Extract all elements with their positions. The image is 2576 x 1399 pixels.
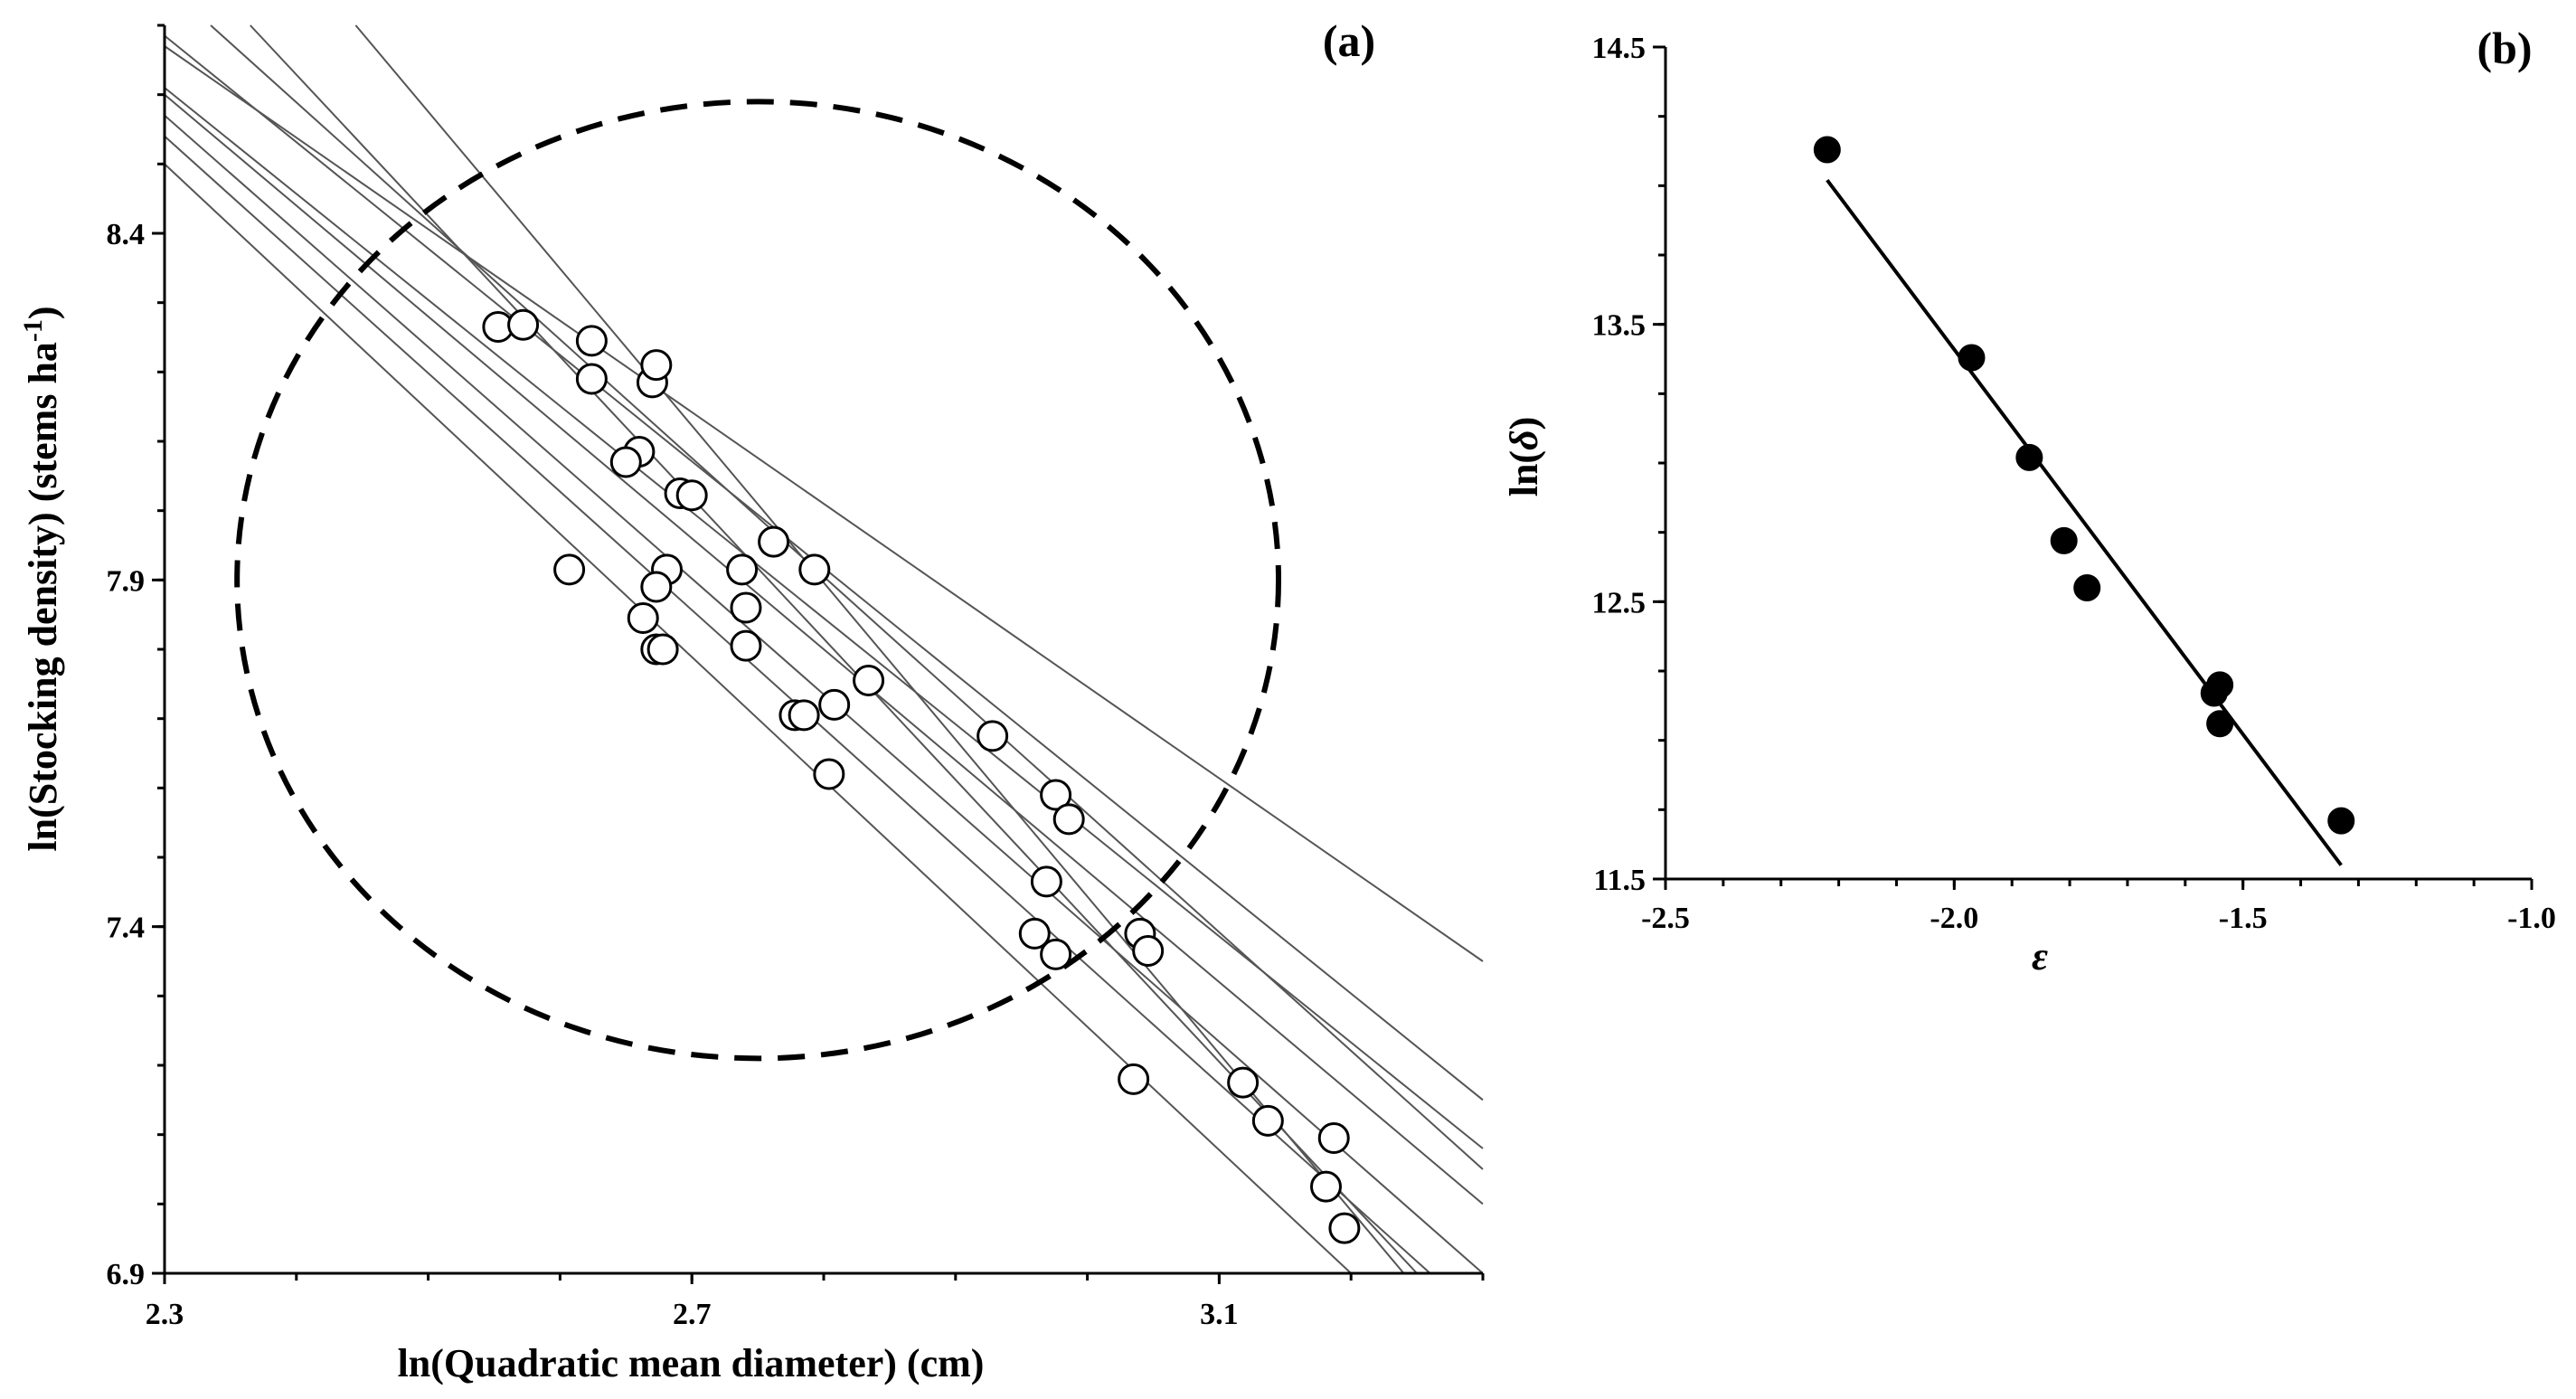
panel-a-fit-line-3 bbox=[164, 87, 1484, 1149]
panel-a-tick-labels: 2.3 2.7 3.1 6.9 7.4 7.9 8.4 bbox=[107, 218, 1239, 1331]
panel-b-x-tick-label-1: -2.5 bbox=[1641, 902, 1690, 935]
panel-b-y-tick-label-1: 11.5 bbox=[1593, 864, 1646, 897]
panel-a-point-16 bbox=[646, 633, 679, 666]
panel-a-point-19 bbox=[730, 629, 762, 662]
panel-a-x-tick-label-3: 3.1 bbox=[1200, 1298, 1239, 1331]
panel-b-x-axis-title: ε bbox=[2032, 934, 2048, 978]
panel-b-point-2 bbox=[1958, 344, 1986, 372]
panel-a-point-27 bbox=[977, 720, 1009, 752]
panel-a-fit-line-8 bbox=[210, 24, 1484, 1170]
panel-a-y-axis-title-main: ln(Stocking density) (stems ha bbox=[21, 342, 65, 852]
panel-a-point-40 bbox=[1328, 1212, 1361, 1244]
panel-b-y-tick-label-2: 12.5 bbox=[1592, 586, 1647, 619]
panel-a-point-21 bbox=[798, 553, 831, 586]
panel-b-point-4 bbox=[2050, 526, 2078, 554]
panel-a-point-29 bbox=[1052, 803, 1085, 836]
panel-a-point-25 bbox=[853, 665, 885, 696]
panel-a-y-tick-label-4: 8.4 bbox=[107, 218, 146, 251]
panel-a-fit-lines bbox=[164, 24, 1484, 1274]
panel-b-point-8 bbox=[2206, 710, 2234, 738]
panel-a-point-10 bbox=[675, 479, 708, 512]
panel-a-point-32 bbox=[1040, 938, 1072, 970]
panel-b-y-tick-label-3: 13.5 bbox=[1592, 309, 1647, 343]
panel-a-point-20 bbox=[758, 525, 790, 558]
panel-b-x-tick-label-2: -2.0 bbox=[1930, 902, 1978, 935]
panel-a-x-axis-title: ln(Quadratic mean diameter) (cm) bbox=[398, 1341, 985, 1385]
panel-a-y-axis-title: ln(Stocking density) (stems ha-1) bbox=[18, 306, 65, 851]
panel-a-y-tick-label-3: 7.9 bbox=[107, 564, 146, 598]
panel-a-point-23 bbox=[788, 699, 820, 732]
panel-b-y-tick-label-4: 14.5 bbox=[1592, 32, 1647, 65]
panel-b-x-tick-label-3: -1.5 bbox=[2219, 902, 2268, 935]
panel-a-point-30 bbox=[1030, 865, 1062, 898]
panel-b-y-axis-title-symbol: δ bbox=[1502, 430, 1546, 450]
panel-a-point-28 bbox=[1040, 779, 1072, 811]
panel-a-point-31 bbox=[1018, 917, 1051, 950]
panel-a-y-axis-title-sup: -1 bbox=[18, 319, 48, 342]
panel-b-axes bbox=[1664, 47, 2532, 881]
panel-a-point-37 bbox=[1251, 1104, 1284, 1137]
panel-a-point-4 bbox=[575, 363, 608, 395]
panel-a: 2.3 2.7 3.1 6.9 7.4 7.9 8.4 (a) ln(Quadratic m… bbox=[18, 15, 1485, 1385]
panel-a-fit-line-7 bbox=[164, 163, 1352, 1274]
panel-a-x-tick-label-1: 2.3 bbox=[146, 1298, 184, 1331]
panel-b-point-1 bbox=[1813, 136, 1841, 164]
panel-b-ticks bbox=[1653, 45, 2534, 890]
panel-b-y-axis-title-post: ) bbox=[1502, 417, 1546, 430]
panel-b-points bbox=[1813, 136, 2355, 835]
panel-a-points bbox=[482, 308, 1361, 1244]
panel-a-point-36 bbox=[1227, 1066, 1260, 1099]
panel-a-point-35 bbox=[1118, 1063, 1150, 1095]
panel-b-y-axis-title: ln(δ) bbox=[1502, 417, 1546, 497]
panel-a-fit-line-4 bbox=[164, 93, 1484, 1205]
panel-a-fit-line-10 bbox=[354, 24, 1405, 1274]
panel-a-fit-line-1 bbox=[164, 45, 1484, 962]
panel-b-point-3 bbox=[2015, 443, 2043, 471]
panel-a-point-11 bbox=[553, 553, 586, 586]
panel-b-label: (b) bbox=[2477, 23, 2532, 73]
panel-b-point-9 bbox=[2327, 807, 2355, 835]
panel-a-point-6 bbox=[640, 349, 673, 382]
panel-a-label: (a) bbox=[1323, 15, 1375, 66]
panel-a-point-3 bbox=[575, 325, 608, 357]
panel-a-y-axis-title-end: ) bbox=[21, 306, 65, 319]
panel-b-fit-line bbox=[1826, 178, 2343, 866]
panel-a-x-tick-label-2: 2.7 bbox=[673, 1298, 712, 1331]
panel-b: -2.5 -2.0 -1.5 -1.0 11.5 12.5 13.5 14.5 (b) ε l… bbox=[1502, 23, 2556, 978]
panel-a-point-13 bbox=[640, 571, 673, 603]
panel-a-y-tick-label-2: 7.4 bbox=[107, 912, 146, 945]
panel-a-point-34 bbox=[1132, 935, 1165, 967]
panel-a-point-39 bbox=[1309, 1170, 1342, 1203]
panel-a-point-8 bbox=[609, 446, 642, 478]
panel-a-point-24 bbox=[818, 688, 851, 721]
panel-b-x-tick-label-4: -1.0 bbox=[2507, 902, 2556, 935]
panel-a-point-14 bbox=[627, 602, 659, 634]
panel-b-point-7 bbox=[2206, 671, 2234, 699]
panel-b-point-5 bbox=[2073, 574, 2101, 601]
panel-a-point-18 bbox=[730, 591, 762, 624]
panel-a-dashed-ellipse bbox=[234, 99, 1282, 1062]
panel-b-tick-labels: -2.5 -2.0 -1.5 -1.0 11.5 12.5 13.5 14.5 bbox=[1592, 32, 2556, 935]
panel-a-point-38 bbox=[1317, 1122, 1350, 1154]
panel-a-point-17 bbox=[726, 553, 759, 586]
panel-a-ticks bbox=[152, 24, 1485, 1284]
panel-a-point-2 bbox=[507, 308, 540, 341]
panel-a-point-26 bbox=[813, 758, 845, 790]
panel-a-y-tick-label-1: 6.9 bbox=[107, 1258, 146, 1291]
panel-b-y-axis-title-pre: ln( bbox=[1502, 450, 1546, 496]
panel-a-fit-line-9 bbox=[250, 24, 1418, 1274]
